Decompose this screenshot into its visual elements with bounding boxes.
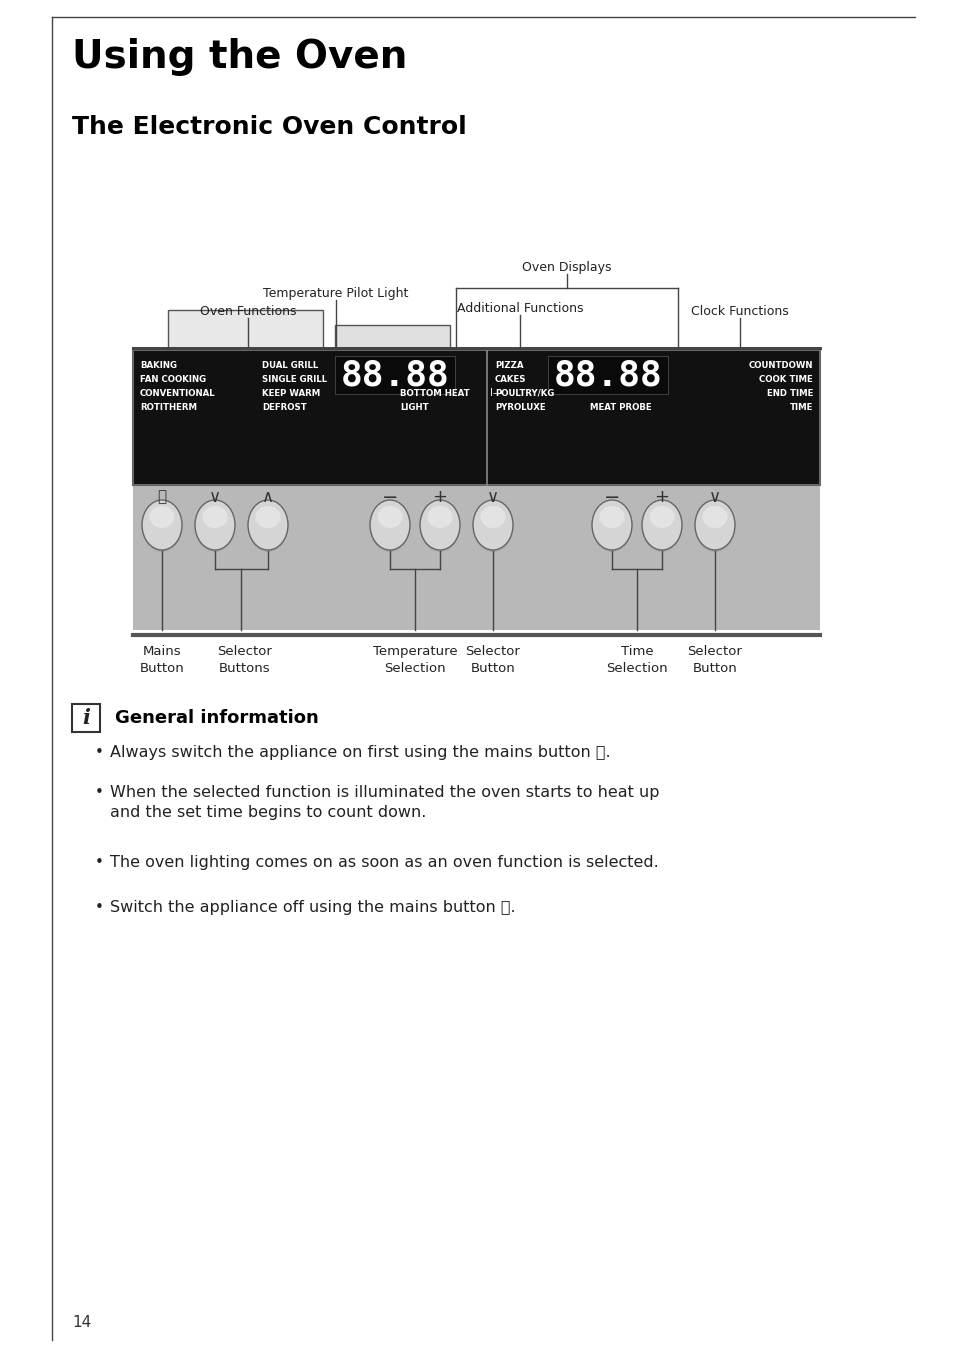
Ellipse shape <box>419 502 459 552</box>
Text: 14: 14 <box>71 1315 91 1330</box>
FancyBboxPatch shape <box>547 356 667 393</box>
Ellipse shape <box>194 500 234 550</box>
Text: When the selected function is illuminated the oven starts to heat up
and the set: When the selected function is illuminate… <box>110 786 659 819</box>
Ellipse shape <box>142 500 182 550</box>
Ellipse shape <box>592 502 631 552</box>
Text: +: + <box>432 488 447 506</box>
Text: i: i <box>82 708 90 727</box>
Ellipse shape <box>150 506 174 529</box>
Text: 88.88: 88.88 <box>553 358 661 392</box>
Text: END TIME: END TIME <box>766 388 812 397</box>
Text: ∧: ∧ <box>262 488 274 506</box>
Ellipse shape <box>419 500 459 550</box>
Text: DUAL GRILL: DUAL GRILL <box>262 361 318 369</box>
Text: MEAT PROBE: MEAT PROBE <box>589 403 651 411</box>
Text: Ⓘ: Ⓘ <box>157 489 167 504</box>
FancyBboxPatch shape <box>132 350 820 485</box>
Text: LIGHT: LIGHT <box>399 403 428 411</box>
Text: Oven Functions: Oven Functions <box>199 306 296 318</box>
FancyBboxPatch shape <box>335 324 450 356</box>
Text: SINGLE GRILL: SINGLE GRILL <box>262 375 327 384</box>
Text: COUNTDOWN: COUNTDOWN <box>748 361 812 369</box>
Text: BAKING: BAKING <box>140 361 177 369</box>
Ellipse shape <box>649 506 674 529</box>
Text: Temperature
Selection: Temperature Selection <box>373 645 456 675</box>
Text: Selector
Button: Selector Button <box>687 645 741 675</box>
Text: ∨: ∨ <box>708 488 720 506</box>
Text: +: + <box>654 488 669 506</box>
Text: Mains
Button: Mains Button <box>139 645 184 675</box>
Text: The Electronic Oven Control: The Electronic Oven Control <box>71 115 466 139</box>
Ellipse shape <box>701 506 727 529</box>
Text: Clock Functions: Clock Functions <box>690 306 788 318</box>
Text: ROTITHERM: ROTITHERM <box>140 403 196 411</box>
Ellipse shape <box>202 506 227 529</box>
FancyBboxPatch shape <box>132 350 820 630</box>
Ellipse shape <box>695 502 734 552</box>
Ellipse shape <box>427 506 452 529</box>
Text: CONVENTIONAL: CONVENTIONAL <box>140 388 215 397</box>
Ellipse shape <box>370 502 410 552</box>
Ellipse shape <box>255 506 280 529</box>
Text: TIME: TIME <box>789 403 812 411</box>
FancyBboxPatch shape <box>71 704 100 731</box>
FancyBboxPatch shape <box>168 310 323 356</box>
Text: ∨: ∨ <box>486 488 498 506</box>
Text: Always switch the appliance on first using the mains button ⓞ.: Always switch the appliance on first usi… <box>110 745 610 760</box>
Text: Selector
Buttons: Selector Buttons <box>217 645 273 675</box>
Ellipse shape <box>377 506 402 529</box>
Ellipse shape <box>641 500 681 550</box>
Ellipse shape <box>473 500 513 550</box>
Text: Using the Oven: Using the Oven <box>71 38 407 76</box>
Text: Switch the appliance off using the mains button ⓞ.: Switch the appliance off using the mains… <box>110 900 515 915</box>
Text: Temperature Pilot Light: Temperature Pilot Light <box>263 287 408 300</box>
Text: DEFROST: DEFROST <box>262 403 307 411</box>
FancyBboxPatch shape <box>335 356 455 393</box>
Text: Oven Displays: Oven Displays <box>521 261 611 274</box>
Ellipse shape <box>142 502 182 552</box>
Text: I—: I— <box>490 388 502 397</box>
Text: POULTRY/KG: POULTRY/KG <box>495 388 554 397</box>
Text: COOK TIME: COOK TIME <box>759 375 812 384</box>
Ellipse shape <box>480 506 505 529</box>
Text: KEEP WARM: KEEP WARM <box>262 388 320 397</box>
Text: FAN COOKING: FAN COOKING <box>140 375 206 384</box>
Text: CAKES: CAKES <box>495 375 526 384</box>
Ellipse shape <box>641 502 681 552</box>
Ellipse shape <box>695 500 734 550</box>
Text: General information: General information <box>115 708 318 727</box>
Text: The oven lighting comes on as soon as an oven function is selected.: The oven lighting comes on as soon as an… <box>110 854 659 869</box>
Text: PYROLUXE: PYROLUXE <box>495 403 545 411</box>
Ellipse shape <box>598 506 624 529</box>
Ellipse shape <box>592 500 631 550</box>
Text: •: • <box>95 786 104 800</box>
Text: •: • <box>95 900 104 915</box>
Text: 88.88: 88.88 <box>340 358 449 392</box>
Ellipse shape <box>248 502 288 552</box>
Text: PIZZA: PIZZA <box>495 361 523 369</box>
Text: Selector
Button: Selector Button <box>465 645 520 675</box>
Text: −: − <box>381 488 397 507</box>
Ellipse shape <box>473 502 513 552</box>
Text: ∨: ∨ <box>209 488 221 506</box>
Ellipse shape <box>248 500 288 550</box>
Text: •: • <box>95 745 104 760</box>
Text: •: • <box>95 854 104 869</box>
Text: Time
Selection: Time Selection <box>605 645 667 675</box>
Text: −: − <box>603 488 619 507</box>
Ellipse shape <box>370 500 410 550</box>
Text: BOTTOM HEAT: BOTTOM HEAT <box>399 388 469 397</box>
Ellipse shape <box>194 502 234 552</box>
Text: Additional Functions: Additional Functions <box>456 301 582 315</box>
